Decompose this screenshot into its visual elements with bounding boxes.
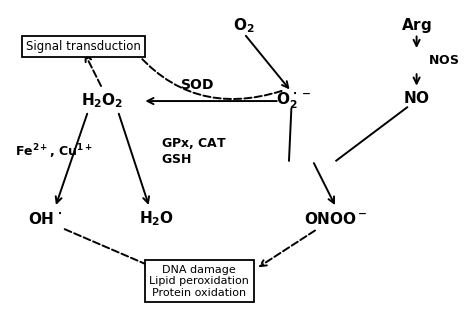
Text: $\mathbf{OH^{\,\bullet}}$: $\mathbf{OH^{\,\bullet}}$: [28, 211, 63, 227]
Text: $\mathbf{O_2^{\,\bullet-}}$: $\mathbf{O_2^{\,\bullet-}}$: [276, 91, 311, 111]
Text: $\mathbf{Arg}$: $\mathbf{Arg}$: [401, 16, 432, 35]
Text: DNA damage
Lipid peroxidation
Protein oxidation: DNA damage Lipid peroxidation Protein ox…: [149, 265, 249, 298]
Text: $\mathbf{ONOO^-}$: $\mathbf{ONOO^-}$: [304, 211, 368, 227]
Text: $\mathbf{NO}$: $\mathbf{NO}$: [403, 90, 430, 106]
Text: Signal transduction: Signal transduction: [26, 40, 141, 53]
Text: $\mathbf{Fe^{2+},\,Cu^{1+}}$: $\mathbf{Fe^{2+},\,Cu^{1+}}$: [15, 142, 93, 161]
Text: $\mathbf{O_2}$: $\mathbf{O_2}$: [233, 16, 255, 35]
Text: $\mathbf{GPx,\,CAT}$
$\mathbf{GSH}$: $\mathbf{GPx,\,CAT}$ $\mathbf{GSH}$: [161, 136, 228, 166]
Text: $\mathbf{H_2O_2}$: $\mathbf{H_2O_2}$: [81, 92, 124, 110]
Text: $\mathbf{SOD}$: $\mathbf{SOD}$: [180, 78, 214, 92]
Text: $\mathbf{NOS}$: $\mathbf{NOS}$: [428, 54, 459, 67]
Text: $\mathbf{H_2O}$: $\mathbf{H_2O}$: [139, 209, 174, 228]
